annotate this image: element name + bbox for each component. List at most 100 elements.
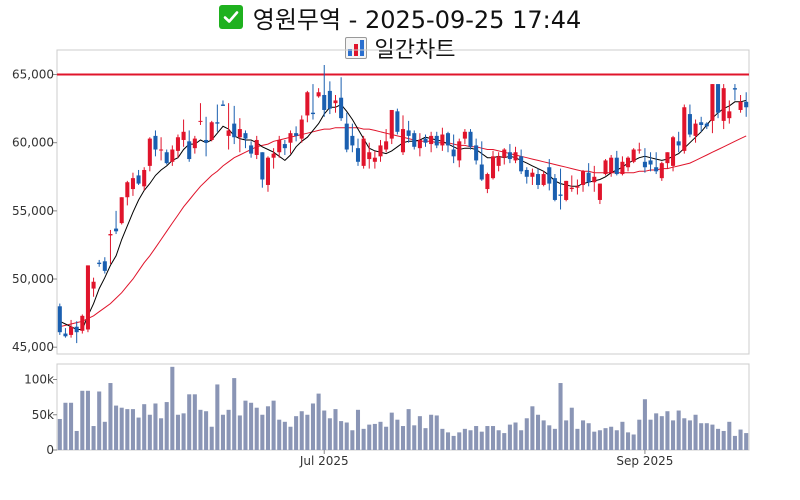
candle xyxy=(423,134,428,147)
candle xyxy=(558,168,563,210)
candle xyxy=(597,183,602,205)
check-icon xyxy=(218,5,243,29)
candle-body xyxy=(288,133,293,143)
candle-body xyxy=(642,161,647,168)
volume-bar xyxy=(637,419,642,450)
candle xyxy=(462,129,467,145)
candle-body xyxy=(271,153,276,158)
candle-body xyxy=(524,169,529,177)
volume-bar xyxy=(406,409,411,450)
candle xyxy=(130,172,135,196)
candle-body xyxy=(682,107,687,151)
candle xyxy=(642,148,647,173)
candle-body xyxy=(620,161,625,175)
candle-body xyxy=(502,149,507,158)
volume-bar xyxy=(97,391,102,450)
candle xyxy=(457,138,462,168)
volume-bar xyxy=(699,423,704,450)
candle-body xyxy=(361,138,366,166)
volume-bar xyxy=(316,393,321,450)
candle-body xyxy=(648,160,653,165)
volume-bar xyxy=(676,410,681,450)
candle xyxy=(507,144,512,164)
candle-body xyxy=(322,94,327,110)
candle xyxy=(699,116,704,132)
volume-bar xyxy=(507,424,512,450)
candle-body xyxy=(91,281,96,289)
volume-bar xyxy=(575,428,580,450)
candle xyxy=(502,148,507,165)
candle-body xyxy=(159,149,164,151)
volume-bar xyxy=(395,419,400,450)
volume-bar xyxy=(74,430,79,450)
chart-title-row: 영원무역 - 2025-09-25 17:44 xyxy=(0,0,800,34)
candle xyxy=(485,172,490,194)
candle-body xyxy=(299,119,304,139)
candle xyxy=(97,259,102,267)
volume-bar xyxy=(322,410,327,450)
volume-bar xyxy=(423,428,428,450)
candle xyxy=(727,100,732,124)
date-tick-label: Sep 2025 xyxy=(616,454,673,468)
volume-bar xyxy=(485,426,490,450)
candle xyxy=(581,169,586,192)
candle xyxy=(513,146,518,164)
bar-chart-icon xyxy=(344,37,367,59)
volume-bar xyxy=(710,424,715,450)
candle xyxy=(288,130,293,154)
volume-bar xyxy=(389,412,394,450)
volume-bar xyxy=(479,431,484,450)
volume-bar xyxy=(260,414,265,450)
volume-bar xyxy=(136,417,141,450)
candle xyxy=(575,179,580,195)
candle xyxy=(417,133,422,157)
volume-bar xyxy=(727,421,732,450)
candle-body xyxy=(378,145,383,157)
volume-bar xyxy=(249,402,254,450)
candle-body xyxy=(339,97,344,119)
volume-bar xyxy=(333,409,338,450)
volume-bar xyxy=(648,419,653,450)
volume-bar xyxy=(732,435,737,450)
candle xyxy=(468,129,473,150)
candle-body xyxy=(147,138,152,166)
candle-body xyxy=(637,149,642,151)
volume-bar xyxy=(243,400,248,450)
candle-body xyxy=(57,306,62,333)
candle xyxy=(333,94,338,113)
candle xyxy=(204,116,209,157)
volume-tick-label: 100k xyxy=(24,373,54,387)
candle-body xyxy=(575,186,580,188)
volume-bar xyxy=(170,366,175,450)
candle xyxy=(659,161,664,181)
candle xyxy=(710,84,715,134)
candle-body xyxy=(249,145,254,154)
candle xyxy=(282,139,287,155)
volume-bar xyxy=(187,394,192,450)
candle xyxy=(254,135,259,160)
candle xyxy=(339,77,344,121)
candle xyxy=(277,135,282,158)
volume-bar xyxy=(63,402,68,450)
volume-bar xyxy=(541,420,546,450)
volume-bar xyxy=(372,423,377,450)
candle xyxy=(654,152,659,175)
candle xyxy=(479,141,484,181)
candle-body xyxy=(237,129,242,138)
candle-body xyxy=(102,261,107,271)
candle-body xyxy=(400,129,406,153)
candle-body xyxy=(659,163,664,179)
volume-bar xyxy=(119,407,124,450)
candle-body xyxy=(63,333,68,337)
volume-bar xyxy=(108,383,113,450)
price-tick-label: 65,000 xyxy=(12,68,54,82)
volume-bar xyxy=(114,405,119,450)
volume-bar xyxy=(440,428,445,450)
volume-bar xyxy=(350,430,355,450)
price-tick-label: 60,000 xyxy=(12,136,54,150)
volume-bar xyxy=(159,418,164,450)
candle xyxy=(57,303,62,335)
volume-bar xyxy=(620,421,625,450)
candle-body xyxy=(153,135,158,150)
volume-bar xyxy=(226,409,231,450)
